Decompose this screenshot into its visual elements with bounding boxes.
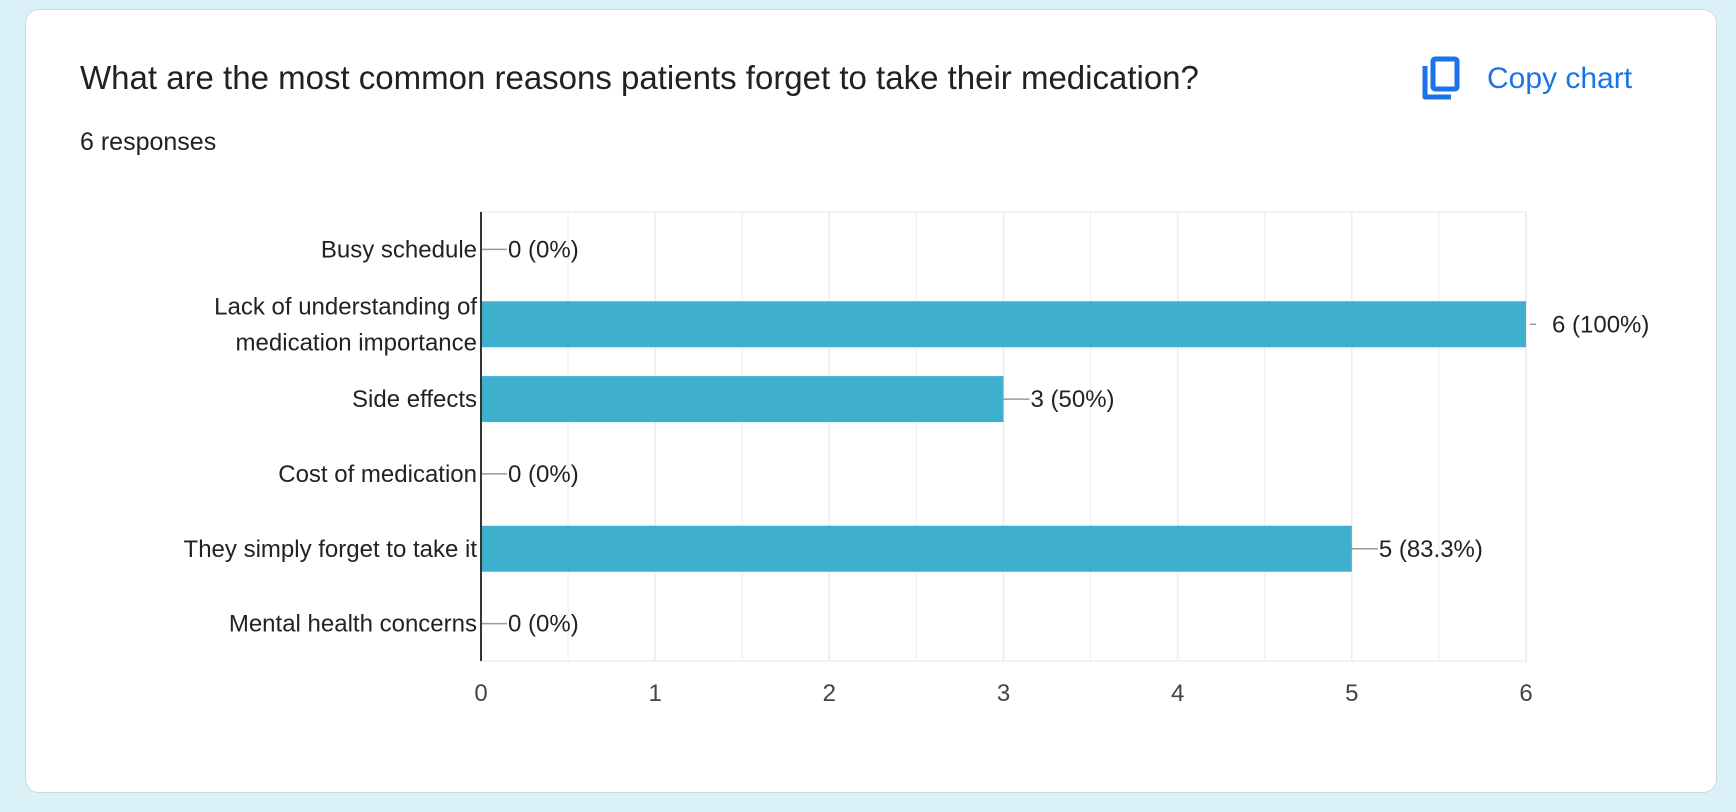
category-label: medication importance	[236, 329, 477, 356]
category-label: Mental health concerns	[229, 611, 477, 638]
data-label: 3 (50%)	[1031, 386, 1115, 413]
category-label: Side effects	[352, 386, 477, 413]
copy-chart-button[interactable]: Copy chart	[1419, 52, 1632, 106]
data-label: 6 (100%)	[1552, 311, 1649, 338]
data-label: 0 (0%)	[508, 461, 579, 488]
bar	[481, 301, 1526, 348]
x-tick-label: 0	[474, 680, 487, 707]
chart-title: What are the most common reasons patient…	[80, 59, 1199, 96]
data-label: 0 (0%)	[508, 236, 579, 263]
category-label: Busy schedule	[321, 236, 477, 263]
x-tick-label: 2	[823, 680, 836, 707]
category-label: Cost of medication	[278, 461, 477, 488]
data-label: 5 (83.3%)	[1379, 536, 1483, 563]
response-count: 6 responses	[80, 128, 217, 156]
bar	[481, 376, 1004, 423]
x-tick-label: 1	[648, 680, 661, 707]
copy-icon	[1419, 55, 1463, 103]
x-tick-label: 3	[997, 680, 1010, 707]
x-tick-label: 4	[1171, 680, 1184, 707]
copy-chart-label: Copy chart	[1487, 62, 1633, 95]
category-label: They simply forget to take it	[184, 536, 478, 563]
category-label: Lack of understanding of	[214, 293, 477, 320]
x-tick-label: 5	[1345, 680, 1358, 707]
x-tick-label: 6	[1519, 680, 1532, 707]
bar	[481, 525, 1352, 572]
data-label: 0 (0%)	[508, 611, 579, 638]
